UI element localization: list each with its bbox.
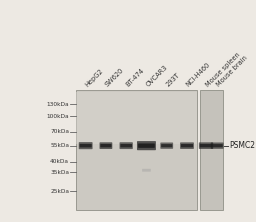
Text: 55kDa: 55kDa xyxy=(50,143,69,148)
FancyBboxPatch shape xyxy=(100,142,112,149)
Text: 293T: 293T xyxy=(165,72,181,88)
Text: PSMC2: PSMC2 xyxy=(229,141,255,150)
FancyBboxPatch shape xyxy=(79,142,93,149)
Text: OVCAR3: OVCAR3 xyxy=(145,64,168,88)
Text: 70kDa: 70kDa xyxy=(50,129,69,134)
FancyBboxPatch shape xyxy=(200,144,212,147)
FancyBboxPatch shape xyxy=(80,144,92,147)
FancyBboxPatch shape xyxy=(120,144,132,147)
Text: 130kDa: 130kDa xyxy=(47,102,69,107)
FancyBboxPatch shape xyxy=(181,144,193,147)
FancyBboxPatch shape xyxy=(138,143,155,148)
Text: BT-474: BT-474 xyxy=(124,67,145,88)
FancyBboxPatch shape xyxy=(211,144,223,147)
Text: NCI-H460: NCI-H460 xyxy=(185,62,212,88)
Text: SW620: SW620 xyxy=(104,67,125,88)
FancyBboxPatch shape xyxy=(161,144,172,147)
Text: 25kDa: 25kDa xyxy=(50,189,69,194)
FancyBboxPatch shape xyxy=(142,169,151,172)
Text: 35kDa: 35kDa xyxy=(50,170,69,174)
FancyBboxPatch shape xyxy=(120,142,133,149)
Bar xyxy=(76,92,197,144)
FancyBboxPatch shape xyxy=(199,142,213,149)
FancyBboxPatch shape xyxy=(180,142,194,149)
Text: 40kDa: 40kDa xyxy=(50,159,69,164)
FancyBboxPatch shape xyxy=(137,141,156,150)
Text: 100kDa: 100kDa xyxy=(47,114,69,119)
Bar xyxy=(200,90,223,210)
Bar xyxy=(76,90,197,210)
FancyBboxPatch shape xyxy=(211,143,223,149)
FancyBboxPatch shape xyxy=(160,143,173,149)
Text: Mouse spleen: Mouse spleen xyxy=(204,52,241,88)
FancyBboxPatch shape xyxy=(100,144,112,147)
Text: Mouse brain: Mouse brain xyxy=(216,55,249,88)
Text: HepG2: HepG2 xyxy=(84,68,104,88)
